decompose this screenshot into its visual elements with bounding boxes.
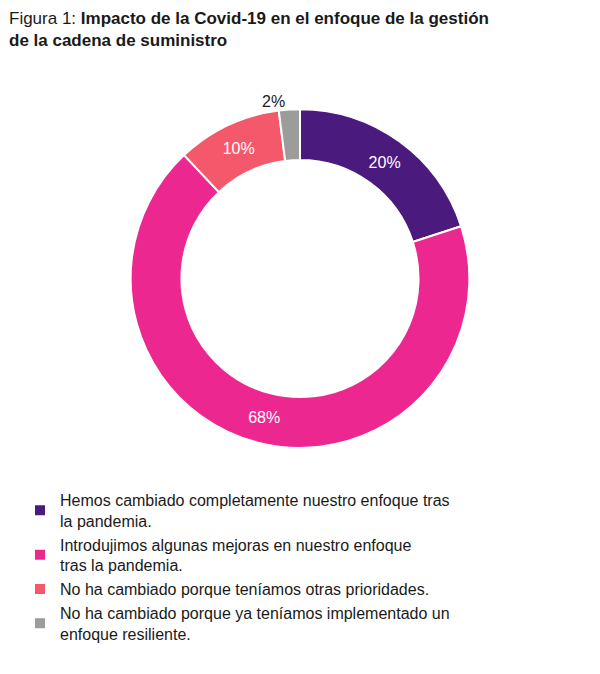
svg-text:Hemos cambiado completamente n: Hemos cambiado completamente nuestro enf…: [60, 492, 450, 530]
svg-text:68%: 68%: [248, 409, 280, 426]
svg-text:Introdujimos algunas mejoras e: Introdujimos algunas mejoras en nuestro …: [60, 537, 411, 575]
svg-text:2%: 2%: [262, 93, 285, 110]
svg-text:No ha cambiado porque teníamos: No ha cambiado porque teníamos otras pri…: [60, 581, 429, 598]
svg-text:10%: 10%: [223, 140, 255, 157]
svg-text:No ha cambiado porque ya tenía: No ha cambiado porque ya teníamos implem…: [60, 605, 450, 643]
svg-text:Figura 1: Impacto de la Covid-: Figura 1: Impacto de la Covid-19 en el e…: [9, 9, 489, 50]
svg-text:20%: 20%: [369, 154, 401, 171]
